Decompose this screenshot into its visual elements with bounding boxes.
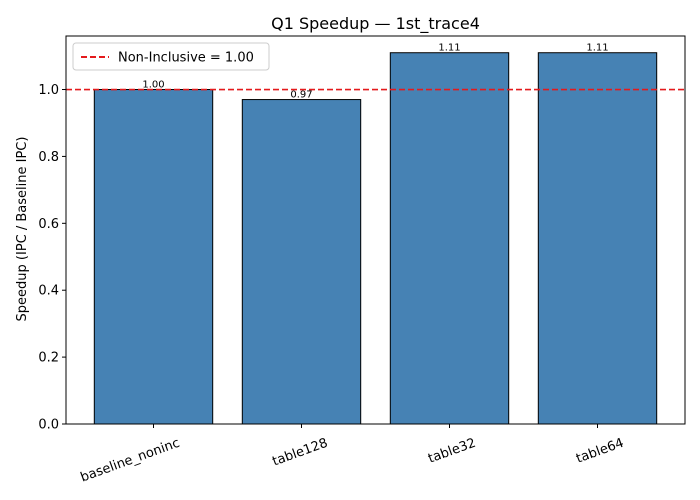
bar-table32 <box>389 52 510 425</box>
y-tick-label: 1.0 <box>38 83 59 98</box>
x-tick-label: table128 <box>270 436 329 470</box>
bar-value-label: 1.00 <box>142 80 164 91</box>
y-tick-label: 0.0 <box>38 418 59 433</box>
y-tick-label: 0.4 <box>38 284 59 299</box>
y-axis: 0.0 0.2 0.4 0.6 0.8 1.0 <box>38 83 66 433</box>
legend: Non-Inclusive = 1.00 <box>72 42 270 71</box>
legend-label: Non-Inclusive = 1.00 <box>118 51 254 66</box>
bar-baseline_noninc <box>93 89 214 425</box>
bars-group <box>93 52 658 425</box>
y-tick-label: 0.6 <box>38 217 59 232</box>
x-tick-label: table32 <box>426 436 478 467</box>
chart-title: Q1 Speedup — 1st_trace4 <box>271 14 480 34</box>
y-axis-label: Speedup (IPC / Baseline IPC) <box>15 137 30 322</box>
y-tick-label: 0.8 <box>38 150 59 165</box>
x-tick-label: baseline_noninc <box>79 436 182 486</box>
bar-value-label: 1.11 <box>438 43 460 54</box>
x-tick-label: table64 <box>574 436 626 467</box>
bar-value-label: 1.11 <box>586 43 608 54</box>
bar-value-label: 0.97 <box>290 90 312 101</box>
legend-box <box>72 42 270 71</box>
bar-table64 <box>537 52 658 425</box>
x-axis: baseline_noninc table128 table32 table64 <box>79 424 626 485</box>
y-tick-label: 0.2 <box>38 351 59 366</box>
bar-labels-group: 1.00 0.97 1.11 1.11 <box>142 43 608 101</box>
bar-table128 <box>241 99 362 425</box>
plot-frame <box>65 35 686 425</box>
